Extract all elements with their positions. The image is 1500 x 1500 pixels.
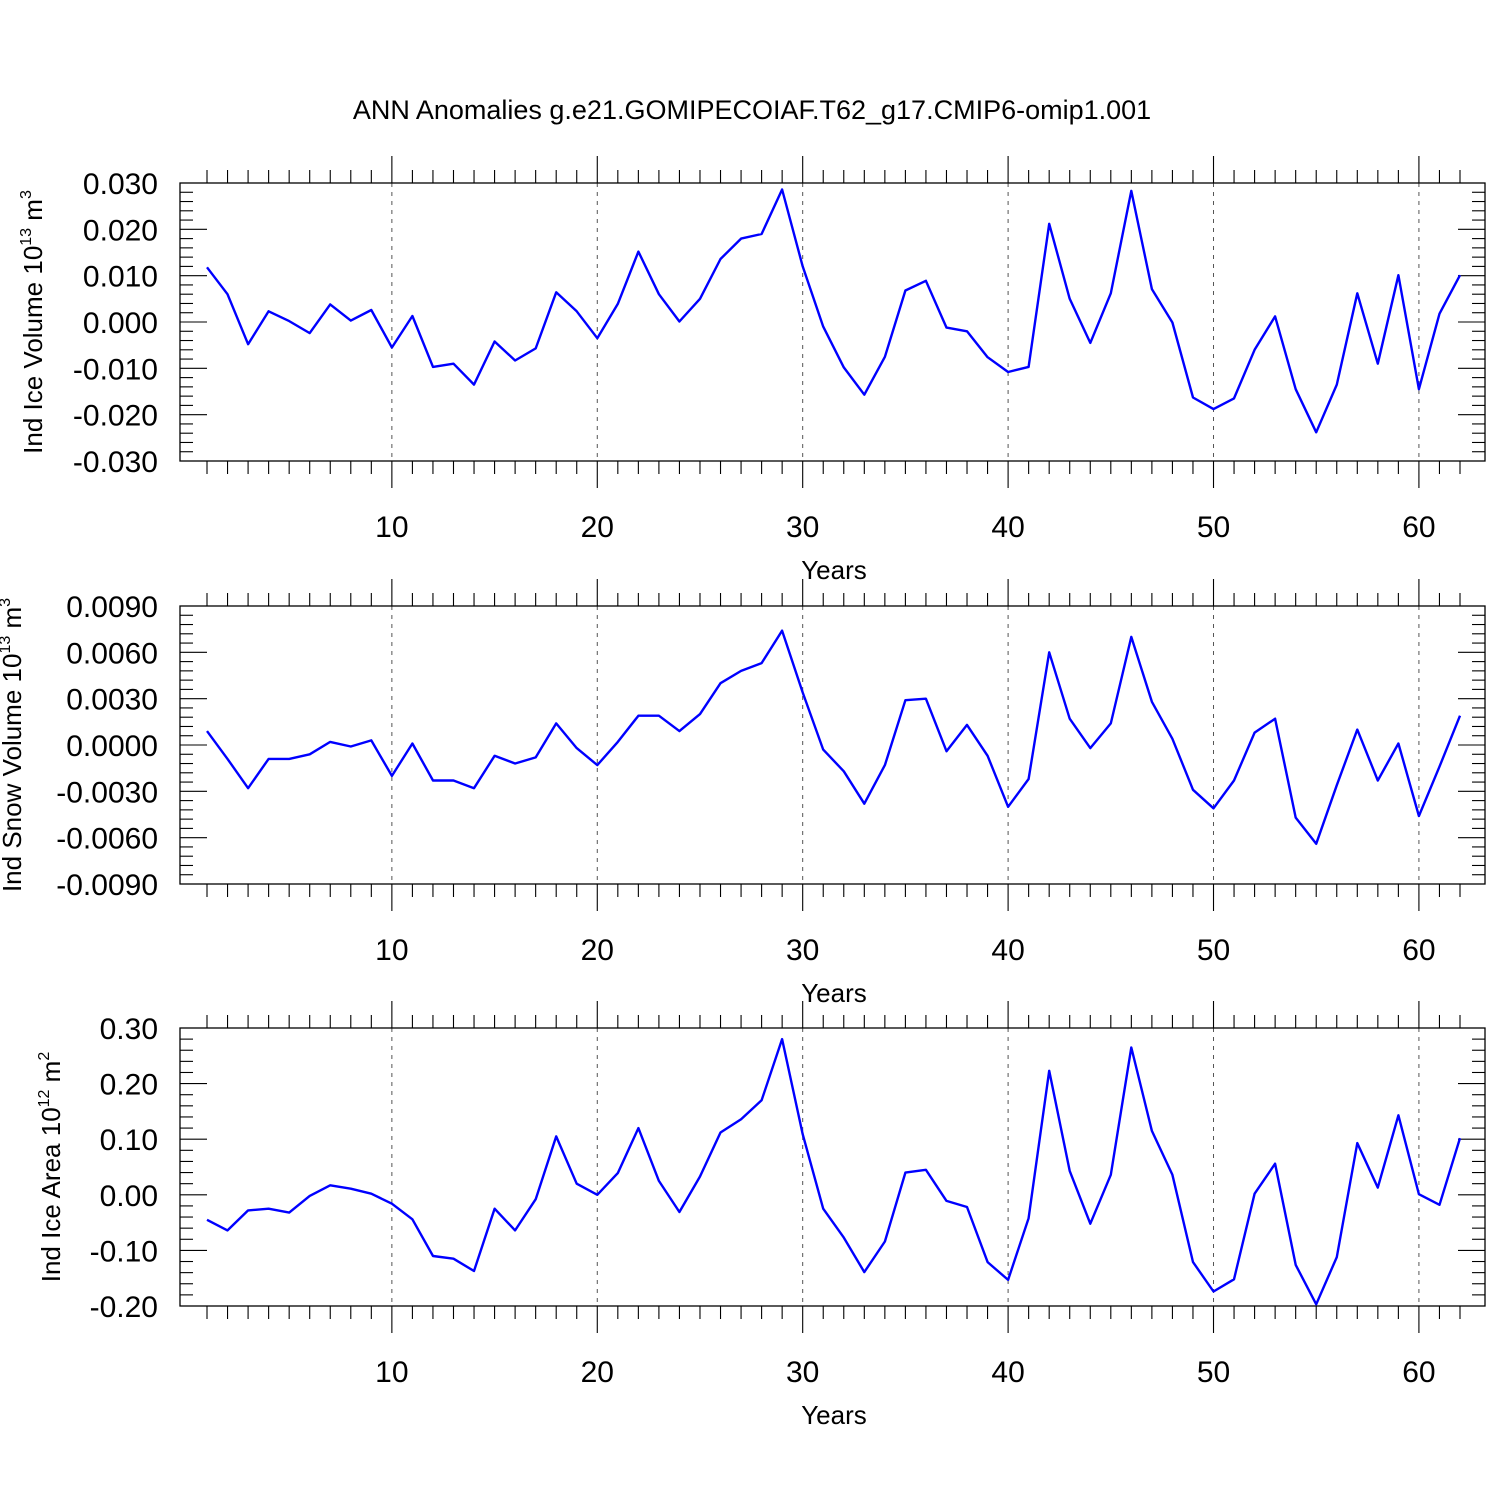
y-tick-label: 0.20 [100, 1069, 158, 1102]
x-axis-title: Years [801, 1400, 867, 1430]
chart-panel-2: 10 20 30 40 50 60 -0.0090 -0.0060 -0.0030 0.0000 0… [0, 579, 1486, 1008]
y-tick-label: -0.030 [73, 446, 158, 479]
x-tick-label: 20 [581, 934, 614, 967]
x-tick-label: 10 [375, 1356, 408, 1389]
y-tick-label: 0.000 [83, 307, 158, 340]
x-axis-title: Years [801, 978, 867, 1008]
x-tick-label: 30 [786, 934, 819, 967]
series-line [206, 1037, 1462, 1306]
x-tick-label: 30 [786, 511, 819, 544]
x-tick-label: 40 [991, 934, 1024, 967]
y-tick-label: 0.0000 [66, 730, 158, 763]
x-tick-label: 20 [581, 511, 614, 544]
x-tick-label: 50 [1197, 511, 1230, 544]
y-tick-label: 0.0030 [66, 684, 158, 717]
x-tick-label: 50 [1197, 1356, 1230, 1389]
y-tick-label: 0.00 [100, 1180, 158, 1213]
y-axis-title: Ind Ice Area 1012 m2 [36, 1052, 66, 1283]
x-tick-label: 10 [375, 934, 408, 967]
y-tick-label: 0.10 [100, 1124, 158, 1157]
x-axis-title: Years [801, 555, 867, 585]
y-tick-label: 0.030 [83, 168, 158, 201]
plot-frame [179, 605, 1486, 885]
chart-panel-3: 10 20 30 40 50 60 -0.20 -0.10 0.00 0.10 0.20 0.30 Ye… [36, 1001, 1486, 1430]
y-tick-label: -0.20 [90, 1291, 158, 1324]
x-tick-label: 40 [991, 511, 1024, 544]
y-tick-label: -0.0030 [56, 776, 158, 809]
y-tick-label: 0.020 [83, 214, 158, 247]
main-title: ANN Anomalies g.e21.GOMIPECOIAF.T62_g17.… [353, 95, 1151, 125]
x-tick-label: 60 [1402, 1356, 1435, 1389]
plot-frame [179, 182, 1486, 462]
plot-frame [179, 1027, 1486, 1307]
series-line [206, 629, 1462, 845]
y-tick-label: -0.010 [73, 353, 158, 386]
y-tick-label: 0.0060 [66, 637, 158, 670]
x-tick-label: 50 [1197, 934, 1230, 967]
y-tick-label: 0.0090 [66, 591, 158, 624]
x-tick-label: 10 [375, 511, 408, 544]
y-tick-label: 0.30 [100, 1013, 158, 1046]
y-axis-title: Ind Snow Volume 1013 m3 [0, 598, 27, 892]
series-line [206, 188, 1462, 434]
y-axis-title: Ind Ice Volume 1013 m3 [18, 190, 48, 454]
x-tick-label: 40 [991, 1356, 1024, 1389]
x-tick-label: 30 [786, 1356, 819, 1389]
chart-panel-1: 10 20 30 40 50 60 -0.030 -0.020 -0.010 0.000 0.010… [18, 156, 1486, 585]
y-tick-label: -0.0090 [56, 869, 158, 902]
x-tick-label: 20 [581, 1356, 614, 1389]
y-tick-label: 0.010 [83, 261, 158, 294]
y-tick-label: -0.0060 [56, 823, 158, 856]
x-tick-label: 60 [1402, 934, 1435, 967]
x-tick-label: 60 [1402, 511, 1435, 544]
y-tick-label: -0.10 [90, 1235, 158, 1268]
y-tick-label: -0.020 [73, 400, 158, 433]
